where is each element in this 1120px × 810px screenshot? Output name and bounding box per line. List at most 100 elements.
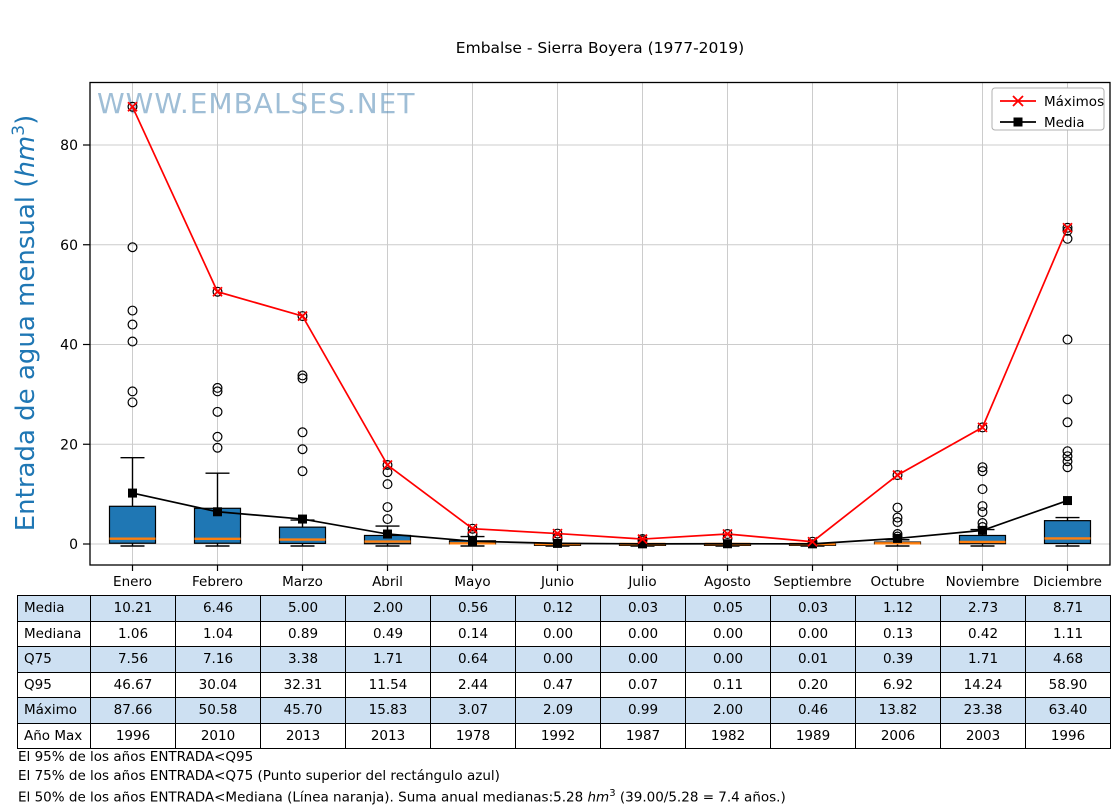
footnote-q75: El 75% de los años ENTRADA<Q75 (Punto su… <box>18 768 500 784</box>
table-cell: 10.21 <box>90 595 176 622</box>
boxplot-chart: WWW.EMBALSES.NET 0 20 40 60 80 Enero Febrero Ma… <box>9 39 1111 590</box>
x-tick-label: Diciembre <box>1033 574 1102 590</box>
y-axis-label-unit: hm <box>11 136 41 178</box>
outlier-point <box>297 427 308 438</box>
legend-maximos-label: Máximos <box>1044 94 1104 110</box>
table-row-label: Mediana <box>17 620 91 647</box>
outlier-point <box>297 370 308 381</box>
table-cell: 2013 <box>345 722 431 749</box>
table-cell: 5.00 <box>260 595 346 622</box>
outlier-point <box>127 242 138 253</box>
table-cell: 0.12 <box>515 595 601 622</box>
outlier-point <box>977 466 988 477</box>
footnote-q95: El 95% de los años ENTRADA<Q95 <box>18 749 254 765</box>
table-cell: 0.39 <box>855 646 941 673</box>
table-cell: 0.00 <box>600 620 686 647</box>
outlier-point <box>127 397 138 408</box>
y-tick-label: 0 <box>69 537 78 553</box>
table-cell: 1982 <box>685 722 771 749</box>
footnote-mediana: El 50% de los años ENTRADA<Mediana (Líne… <box>18 788 786 806</box>
table-cell: 0.01 <box>770 646 856 673</box>
outlier-point <box>977 507 988 518</box>
outlier-point <box>382 514 393 525</box>
table-cell: 0.00 <box>600 646 686 673</box>
table-cell: 30.04 <box>175 671 261 698</box>
media-point <box>893 533 902 543</box>
media-point <box>978 525 987 535</box>
media-point <box>468 536 477 546</box>
outlier-point <box>297 444 308 455</box>
outlier-point <box>1062 394 1073 405</box>
table-cell: 7.56 <box>90 646 176 673</box>
box <box>1043 520 1092 545</box>
y-axis-label: Entrada de agua mensual (hm3) <box>9 115 41 532</box>
media-point <box>553 538 562 548</box>
table-cell: 0.00 <box>515 620 601 647</box>
table-cell: 1.71 <box>345 646 431 673</box>
maximos-point <box>892 469 903 481</box>
table-cell: 23.38 <box>940 697 1026 724</box>
table-cell: 2.00 <box>345 595 431 622</box>
table-cell: 13.82 <box>855 697 941 724</box>
grid-layer <box>90 82 1110 565</box>
table-cell: 0.14 <box>430 620 516 647</box>
table-cell: 11.54 <box>345 671 431 698</box>
table-cell: 2003 <box>940 722 1026 749</box>
y-tick-label: 40 <box>60 338 78 354</box>
footnote-mediana-unit: hm <box>587 789 610 806</box>
x-tick-label: Noviembre <box>946 574 1020 590</box>
table-cell: 0.20 <box>770 671 856 698</box>
x-tick-label: Junio <box>540 574 574 590</box>
table-cell: 3.38 <box>260 646 346 673</box>
footnote-mediana-sup: 3 <box>609 788 616 799</box>
maximos-point <box>382 459 393 471</box>
table-row: Año Max 1996 2010 2013 2013 1978 1992 1987 1982 1… <box>17 722 1111 749</box>
outlier-point <box>297 311 308 322</box>
x-tick-label: Abril <box>372 574 403 590</box>
outlier-point <box>382 460 393 471</box>
stats-table: Media 10.21 6.46 5.00 2.00 0.56 0.12 0.03 0.05 0.… <box>17 595 1111 749</box>
table-row: Q75 7.56 7.16 3.38 1.71 0.64 0.00 0.00 0.00 0.01 0… <box>17 646 1111 673</box>
y-tick-label: 60 <box>60 238 78 254</box>
outlier-point <box>977 501 988 512</box>
box <box>108 505 157 544</box>
table-cell: 0.56 <box>430 595 516 622</box>
table-cell: 46.67 <box>90 671 176 698</box>
outlier-point <box>1062 417 1073 428</box>
table-row-label: Año Max <box>17 722 91 749</box>
outlier-point <box>977 484 988 495</box>
outlier-point <box>892 517 903 528</box>
media-point <box>298 514 307 524</box>
table-cell: 0.89 <box>260 620 346 647</box>
table-cell: 0.07 <box>600 671 686 698</box>
outlier-point <box>212 382 223 393</box>
y-axis-label-sup: 3 <box>9 125 29 136</box>
table-cell: 1.12 <box>855 595 941 622</box>
table-cell: 6.92 <box>855 671 941 698</box>
table-cell: 2.09 <box>515 697 601 724</box>
plot-border <box>89 81 1111 566</box>
table-cell: 0.47 <box>515 671 601 698</box>
x-tick-label: Septiembre <box>773 574 851 590</box>
footnote-mediana-post: (39.00/5.28 = 7.4 años.) <box>615 789 786 806</box>
outlier-point <box>127 101 138 112</box>
x-tick-label: Marzo <box>282 574 323 590</box>
maximos-point <box>722 528 733 540</box>
table-cell: 1987 <box>600 722 686 749</box>
outlier-point <box>1062 446 1073 457</box>
table-cell: 1.71 <box>940 646 1026 673</box>
maximos-point <box>977 422 988 433</box>
table-cell: 0.00 <box>685 620 771 647</box>
media-point <box>128 488 137 498</box>
table-cell: 32.31 <box>260 671 346 698</box>
table-cell: 1.04 <box>175 620 261 647</box>
table-cell: 0.42 <box>940 620 1026 647</box>
outlier-point <box>892 502 903 513</box>
outlier-point <box>1062 462 1073 473</box>
table-cell: 2.44 <box>430 671 516 698</box>
maximos-line <box>131 106 1069 543</box>
maximos-point <box>552 528 563 539</box>
outlier-point <box>1062 222 1073 233</box>
table-cell: 0.64 <box>430 646 516 673</box>
